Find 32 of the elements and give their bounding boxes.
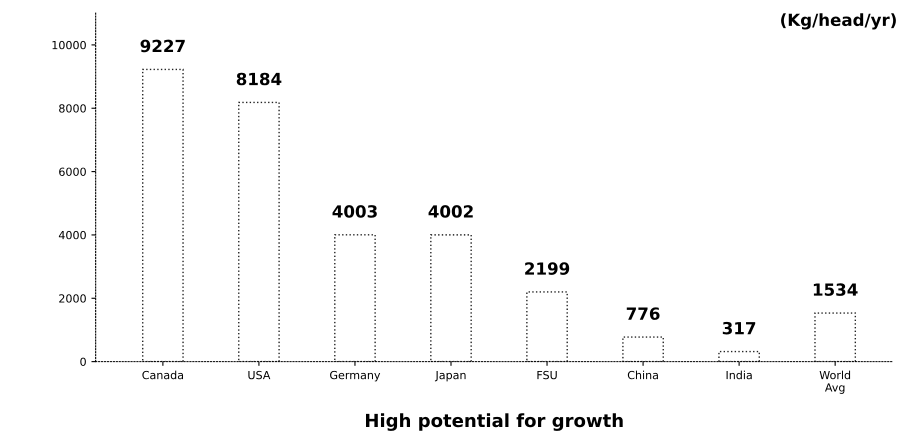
data-label: 8184 <box>236 72 282 86</box>
data-label: 4003 <box>332 205 377 218</box>
bar <box>526 291 568 362</box>
bar <box>814 312 856 362</box>
x-axis-title: High potential for growth <box>366 413 623 431</box>
chart-title: (Kg/head/yr) <box>781 13 896 30</box>
bar <box>430 234 472 362</box>
data-label: 9227 <box>140 40 185 52</box>
x-tick-label: USA <box>248 370 270 380</box>
data-label: 4002 <box>428 205 473 218</box>
data-label: 2199 <box>525 262 570 275</box>
bar <box>622 336 664 362</box>
bar <box>334 234 376 362</box>
bar <box>142 68 184 362</box>
data-label: 1534 <box>814 283 858 296</box>
y-tick-label: 8000 <box>59 104 86 113</box>
x-tick-label: Canada <box>142 370 184 380</box>
y-tick-label: 4000 <box>58 230 86 240</box>
y-tick-label: 0 <box>80 358 86 366</box>
y-tick-label: 10000 <box>52 40 86 50</box>
data-label: 317 <box>722 322 756 334</box>
x-tick-label: India <box>726 370 752 380</box>
bar <box>718 350 760 362</box>
y-tick-label: 2000 <box>59 294 86 303</box>
x-tick-label: China <box>628 370 658 380</box>
y-tick-label: 6000 <box>59 168 86 176</box>
x-tick-label: Japan <box>434 370 466 382</box>
x-tick-label: World Avg <box>820 370 850 394</box>
data-label: 776 <box>626 307 660 320</box>
x-tick-label: FSU <box>537 370 557 380</box>
bar <box>238 102 280 362</box>
x-tick-label: Germany <box>330 370 380 382</box>
